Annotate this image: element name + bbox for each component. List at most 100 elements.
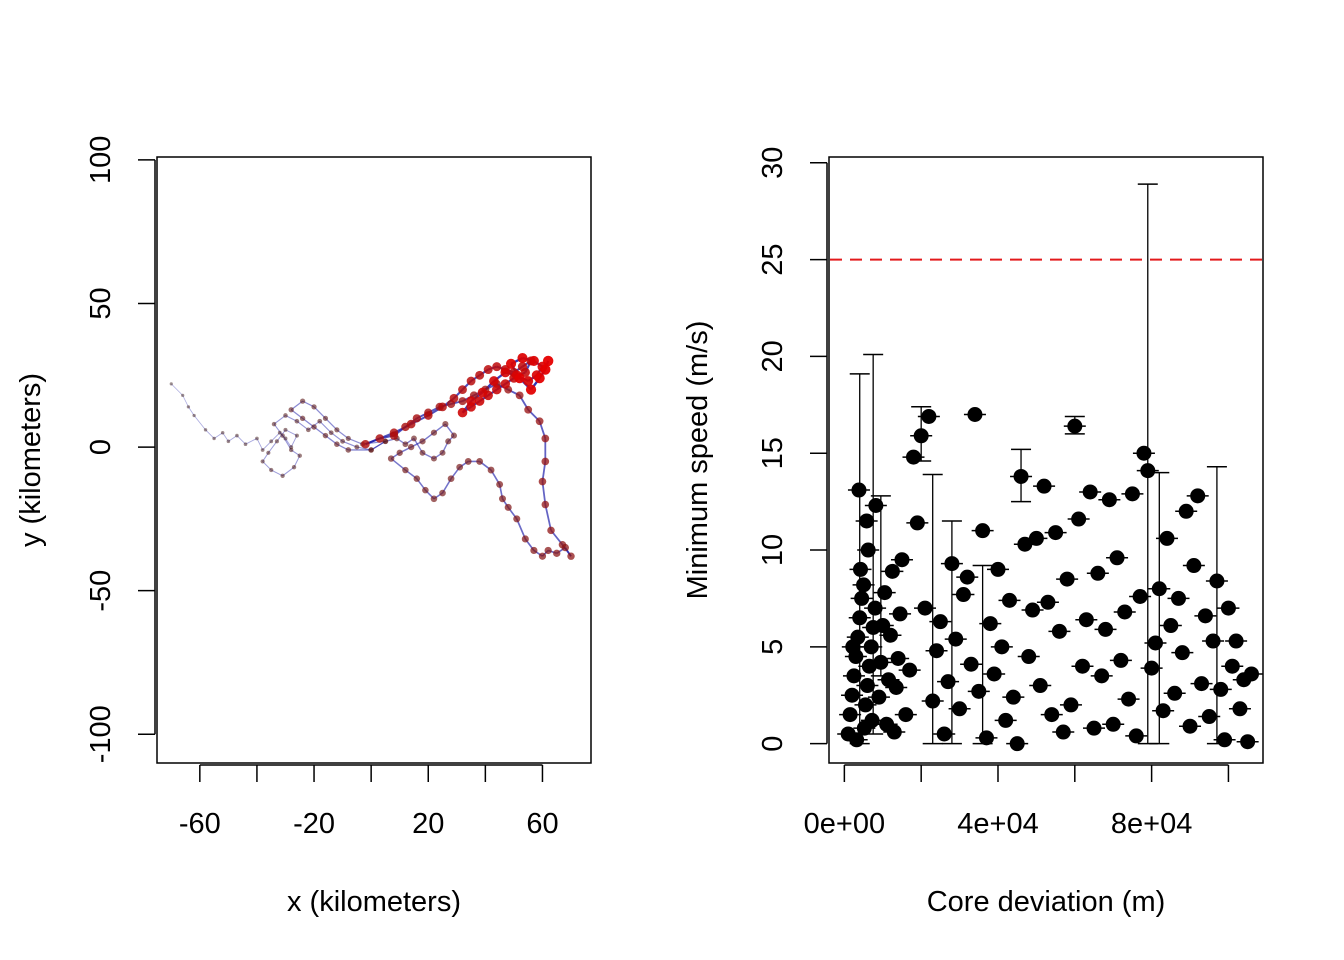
speed-point [894, 552, 910, 568]
track-segment [213, 432, 223, 439]
speed-point [1217, 732, 1233, 748]
speed-point [917, 600, 933, 616]
track-point [305, 427, 311, 433]
speed-point [1055, 724, 1071, 740]
speed-point [1036, 478, 1052, 494]
speed-point [844, 687, 860, 703]
track-point [456, 463, 464, 471]
speed-point [884, 563, 900, 579]
track-point [430, 495, 438, 503]
speed-point [1136, 445, 1152, 461]
y-tick-label: 5 [757, 639, 789, 655]
track-point [541, 434, 550, 443]
speed-point [1005, 689, 1021, 705]
track-point [382, 438, 389, 445]
speed-point [864, 712, 880, 728]
x-tick-label: 8e+04 [1111, 808, 1192, 840]
track-point [423, 411, 433, 420]
track-point [235, 433, 239, 438]
speed-point [1197, 608, 1213, 624]
track-point [439, 489, 446, 497]
speed-point [1074, 658, 1090, 674]
track-point [280, 433, 285, 438]
track-point [541, 500, 550, 509]
track-point [181, 393, 185, 397]
track-segment [296, 420, 309, 431]
y-tick-label: -100 [85, 705, 117, 763]
speed-point [959, 569, 975, 585]
speed-point [1240, 734, 1256, 750]
track-point [280, 473, 285, 478]
speed-point [1032, 678, 1048, 694]
x-tick-label: -20 [293, 808, 335, 840]
track-point [354, 444, 360, 450]
speed-point [1028, 530, 1044, 546]
track-point [517, 352, 528, 364]
track-point [476, 458, 484, 465]
track-point [540, 364, 551, 375]
y-tick-label: 0 [757, 736, 789, 752]
speed-point [952, 701, 968, 717]
speed-point [1178, 503, 1194, 519]
track-point [402, 466, 409, 474]
track-point [419, 449, 426, 456]
speed-point [1155, 703, 1171, 719]
track-point [243, 442, 248, 447]
speed-point [1090, 565, 1106, 581]
track-segment [319, 420, 332, 434]
x-tick-label: -60 [179, 808, 221, 840]
track-point [447, 475, 455, 483]
speed-point [1105, 716, 1121, 732]
track-point [203, 428, 208, 432]
track-point [269, 467, 274, 473]
track-point [524, 405, 533, 414]
track-point [402, 441, 409, 448]
speed-point [1017, 536, 1033, 552]
speed-point [990, 561, 1006, 577]
track-point [322, 432, 329, 439]
speed-point [948, 631, 964, 647]
speed-point [932, 614, 948, 630]
track-point [535, 417, 544, 426]
track-point [317, 418, 323, 424]
speed-point [1224, 658, 1240, 674]
speed-point [902, 662, 918, 678]
track-point [496, 480, 504, 488]
track-point [492, 362, 502, 372]
trajectory-y-axis-label: y (kilometers) [15, 373, 47, 547]
track-segment [188, 406, 195, 416]
track-point [345, 435, 351, 441]
speed-point [1113, 652, 1129, 668]
track-point [541, 457, 550, 466]
speed-point [1220, 600, 1236, 616]
speed-point [998, 712, 1014, 728]
speed-point [1194, 676, 1210, 692]
speed-point [1013, 468, 1029, 484]
track-point [500, 379, 511, 389]
speed-point [1182, 718, 1198, 734]
trajectory-plot-frame [156, 156, 592, 764]
trajectory-x-axis: -60 -20 20 60 [179, 764, 559, 840]
track-point [487, 466, 495, 474]
speed-point [854, 590, 870, 606]
track-point [458, 397, 467, 406]
speed-point [892, 606, 908, 622]
speed-point [863, 639, 879, 655]
speed-point [1040, 594, 1056, 610]
speed-x-axis: 0e+00 4e+04 8e+04 [804, 764, 1230, 840]
track-point [260, 459, 265, 464]
x-tick-label: 0e+00 [804, 808, 885, 840]
track-point [361, 439, 370, 449]
speed-point [936, 726, 952, 742]
track-point [523, 376, 534, 386]
speed-point [1009, 736, 1025, 752]
track-point [439, 449, 446, 456]
speed-point [877, 585, 893, 601]
track-point [260, 448, 265, 452]
speed-point [1209, 573, 1225, 589]
track-point [220, 430, 225, 435]
track-point [407, 443, 415, 451]
track-point [464, 458, 472, 465]
track-point [294, 418, 300, 424]
